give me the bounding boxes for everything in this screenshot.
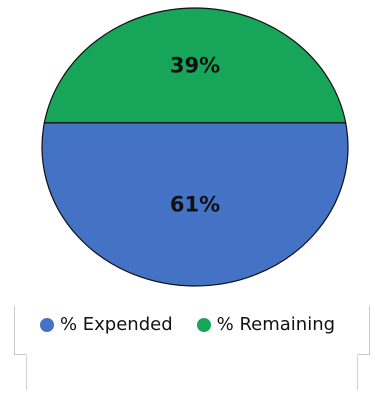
pie-label-expended: 61% — [170, 192, 220, 216]
chart-legend: % Expended % Remaining — [0, 314, 375, 335]
legend-tick-left — [26, 356, 27, 390]
legend-bracket-left — [14, 306, 27, 355]
pie-slice-remaining[interactable] — [43, 7, 347, 124]
legend-tick-right — [357, 356, 358, 390]
pie-slices — [41, 7, 349, 287]
legend-label-expended: % Expended — [59, 314, 173, 335]
legend-item-remaining[interactable]: % Remaining — [196, 314, 336, 335]
legend-bracket-right — [357, 306, 370, 355]
pie-label-remaining: 39% — [170, 53, 220, 77]
legend-swatch-expended — [39, 317, 54, 332]
legend-label-remaining: % Remaining — [216, 314, 336, 335]
legend-frame — [14, 306, 370, 390]
pie-labels: 39% 61% — [170, 53, 220, 216]
pie-slice-expended[interactable] — [41, 122, 349, 287]
legend-item-expended[interactable]: % Expended — [39, 314, 173, 335]
pie-chart: 39% 61% — [41, 7, 349, 287]
legend-swatch-remaining — [196, 317, 211, 332]
